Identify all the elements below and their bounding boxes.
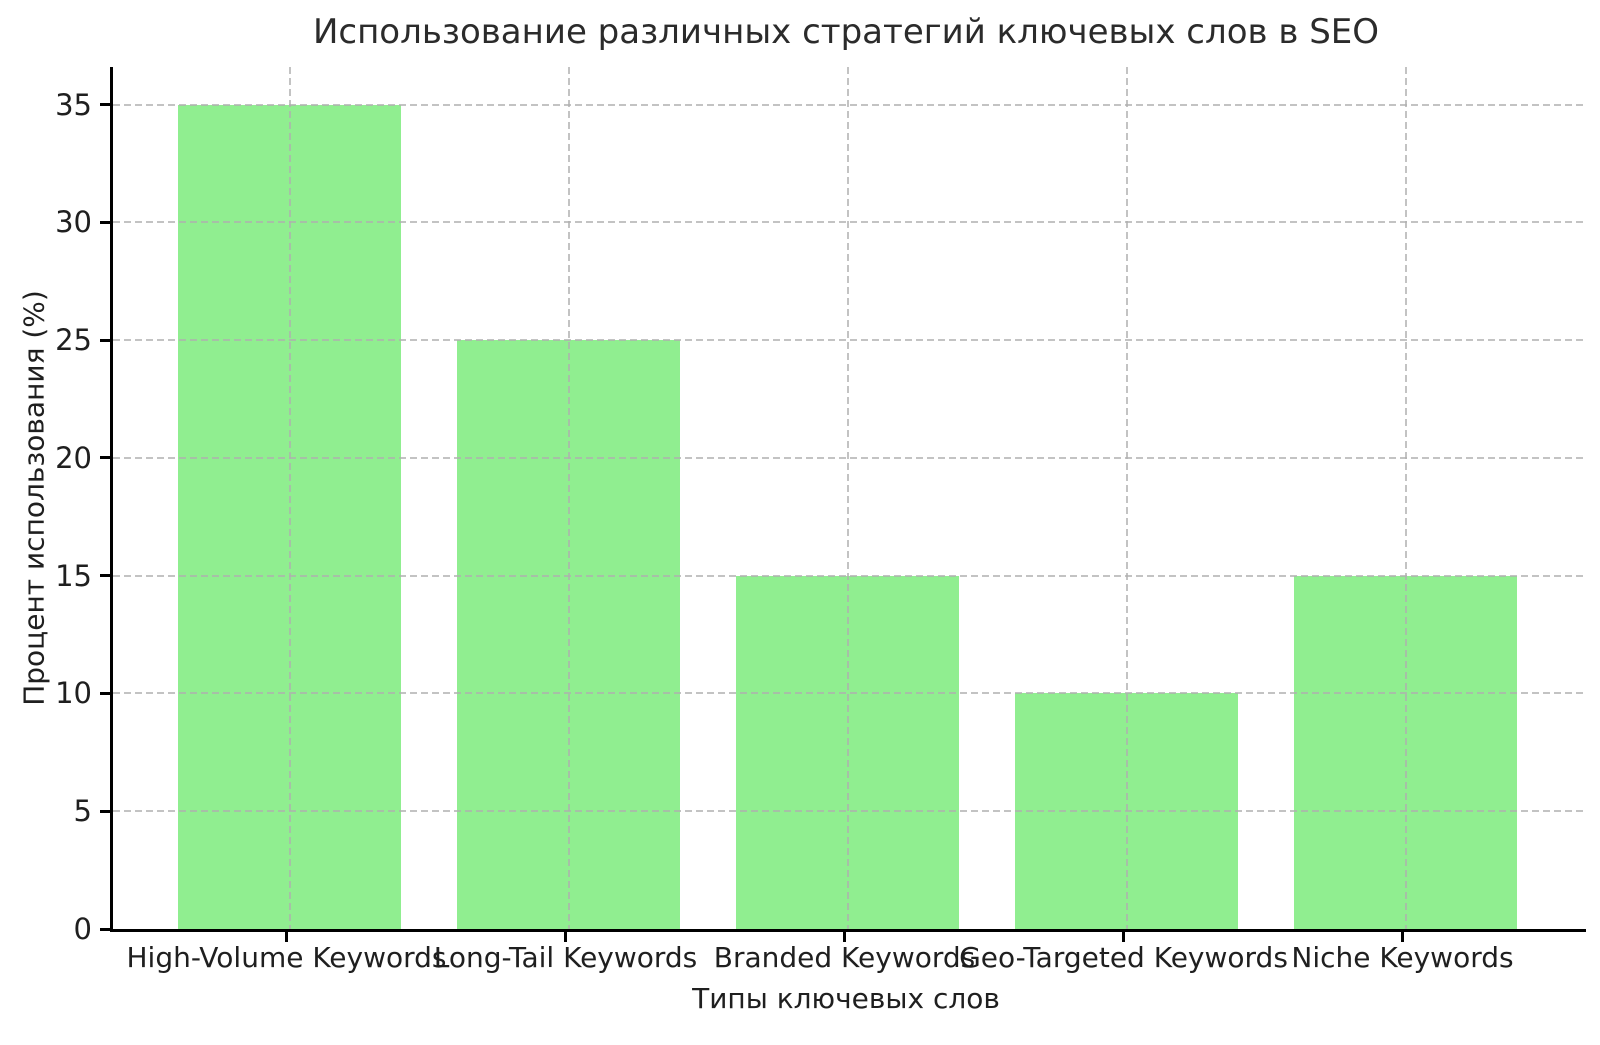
y-tick-mark: [100, 691, 110, 695]
y-tick-label: 30: [55, 205, 92, 240]
x-axis-label: Типы ключевых слов: [692, 982, 1000, 1015]
gridline-horizontal: [113, 103, 1586, 106]
x-tick-mark: [1401, 932, 1404, 942]
y-tick-mark: [100, 809, 110, 813]
y-tick-mark: [100, 456, 110, 460]
x-tick-mark: [564, 932, 567, 942]
y-axis-label: Процент использования (%): [17, 290, 51, 706]
y-tick-label: 20: [55, 440, 92, 475]
gridline-horizontal: [113, 692, 1586, 695]
gridline-vertical: [1125, 67, 1128, 929]
x-tick-mark: [285, 932, 288, 942]
gridline-horizontal: [113, 221, 1586, 224]
gridline-horizontal: [113, 810, 1586, 813]
x-tick-label: High-Volume Keywords: [126, 941, 447, 974]
x-tick-label: Branded Keywords: [713, 941, 976, 974]
chart-title: Использование различных стратегий ключев…: [312, 12, 1380, 52]
y-tick-mark: [100, 574, 110, 578]
x-tick-label: Geo-Targeted Keywords: [959, 941, 1288, 974]
x-tick-mark: [843, 932, 846, 942]
gridline-vertical: [1404, 67, 1407, 929]
y-tick-label: 0: [73, 912, 92, 946]
y-tick-mark: [100, 103, 110, 107]
y-tick-label: 25: [55, 323, 92, 358]
y-tick-label: 15: [55, 558, 92, 593]
plot-area: [110, 67, 1586, 932]
gridline-vertical: [567, 67, 570, 929]
y-tick-mark: [100, 927, 110, 931]
x-tick-mark: [1122, 932, 1125, 942]
y-tick-label: 10: [55, 676, 92, 711]
x-tick-label: Niche Keywords: [1291, 941, 1514, 974]
y-tick-label: 5: [73, 794, 92, 829]
y-tick-mark: [100, 220, 110, 224]
gridline-vertical: [288, 67, 291, 929]
gridline-vertical: [846, 67, 849, 929]
y-tick-label: 35: [55, 87, 92, 122]
gridline-horizontal: [113, 456, 1586, 459]
gridline-horizontal: [113, 574, 1586, 577]
x-tick-label: Long-Tail Keywords: [433, 941, 698, 974]
y-tick-mark: [100, 338, 110, 342]
gridline-horizontal: [113, 339, 1586, 342]
